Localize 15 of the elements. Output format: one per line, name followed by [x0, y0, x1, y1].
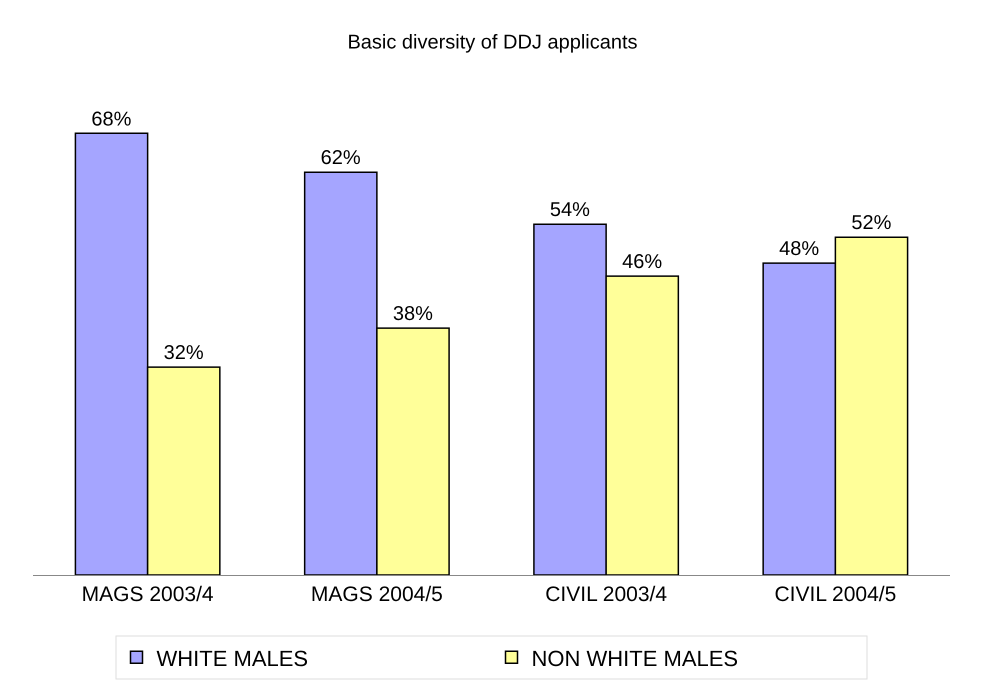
legend-label: WHITE MALES	[156, 646, 308, 671]
data-label: 46%	[622, 251, 662, 274]
chart-title: Basic diversity of DDJ applicants	[347, 32, 638, 54]
data-label: 54%	[550, 199, 590, 222]
data-label: 68%	[91, 108, 132, 130]
legend-label: NON WHITE MALES	[532, 646, 738, 671]
data-label: 62%	[320, 147, 361, 170]
x-tick-label: MAGS 2003/4	[82, 583, 214, 606]
data-label: 38%	[392, 303, 434, 326]
data-label: 32%	[164, 342, 204, 364]
x-tick-label: CIVIL 2003/4	[545, 583, 668, 606]
data-label: 52%	[851, 212, 892, 234]
x-tick-label: MAGS 2004/5	[310, 583, 443, 606]
x-tick-label: CIVIL 2004/5	[774, 583, 896, 606]
data-label: 48%	[779, 238, 820, 260]
